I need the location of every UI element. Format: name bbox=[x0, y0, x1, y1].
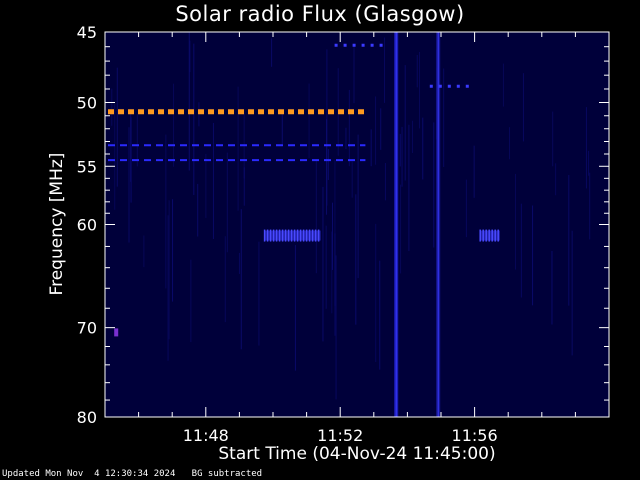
axes: 45 50 55 60 70 80 11:48 11:52 11:56 bbox=[77, 23, 609, 445]
bg-subtracted-note: BG subtracted bbox=[191, 469, 263, 479]
y-axis-label: Frequency [MHz] bbox=[47, 152, 67, 296]
updated-timestamp: Updated Mon Nov 4 12:30:34 2024 bbox=[2, 469, 176, 479]
y-tick-label: 45 bbox=[77, 23, 97, 42]
spectrogram-features bbox=[104, 32, 591, 417]
y-tick-label: 55 bbox=[77, 157, 97, 176]
x-tick-label: 11:48 bbox=[183, 426, 229, 445]
footer: Updated Mon Nov 4 12:30:34 2024 BG subtr… bbox=[2, 469, 262, 479]
spot bbox=[114, 328, 119, 337]
plot-background bbox=[105, 32, 609, 417]
x-axis-label: Start Time (04-Nov-24 11:45:00) bbox=[218, 444, 496, 464]
y-tick-label: 50 bbox=[77, 94, 97, 113]
x-tick-label: 11:52 bbox=[317, 426, 363, 445]
chart-title: Solar radio Flux (Glasgow) bbox=[175, 2, 465, 26]
burst-glow bbox=[264, 230, 321, 241]
burst-glow bbox=[480, 230, 500, 241]
y-tick-label: 60 bbox=[77, 216, 97, 235]
y-tick-label: 70 bbox=[77, 319, 97, 338]
x-tick-label: 11:56 bbox=[452, 426, 498, 445]
y-tick-label: 80 bbox=[77, 408, 97, 427]
